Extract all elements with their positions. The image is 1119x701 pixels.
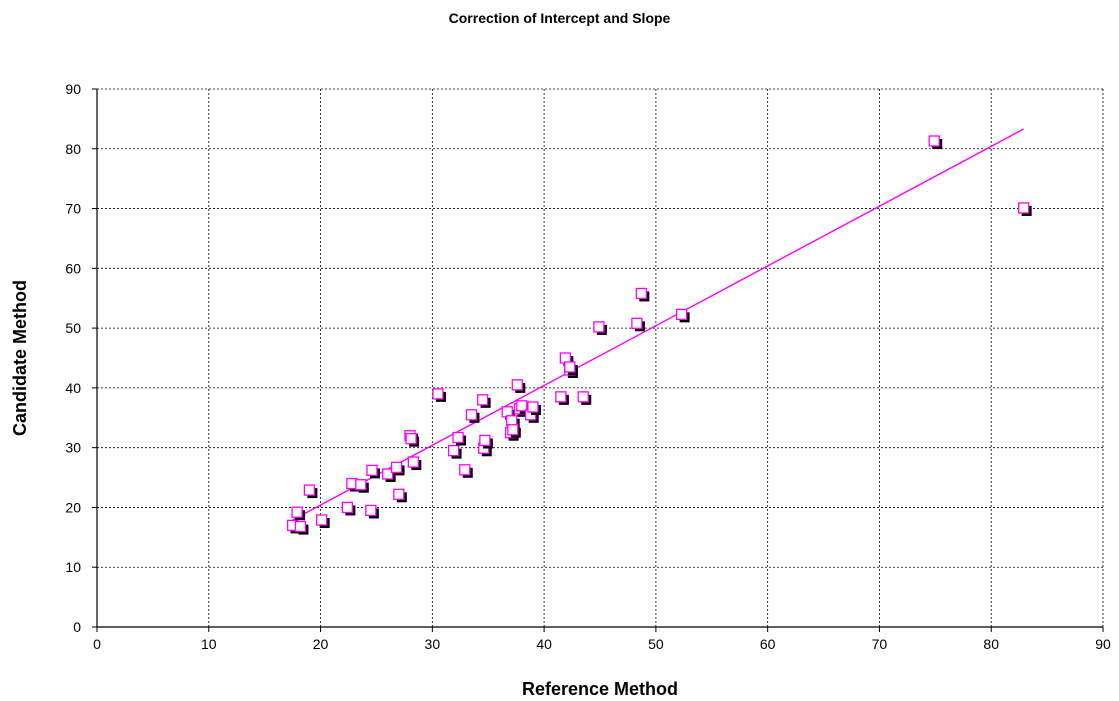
data-point-marker: [459, 464, 471, 476]
data-point-marker: [390, 461, 403, 474]
x-tick-label: 60: [760, 636, 776, 652]
data-point: [355, 479, 369, 493]
data-point: [555, 391, 569, 405]
data-point: [365, 504, 379, 519]
data-point: [316, 514, 330, 528]
data-point: [635, 287, 650, 302]
data-point: [447, 445, 462, 459]
data-point: [390, 461, 405, 476]
data-point: [577, 391, 592, 405]
data-point-marker: [355, 479, 367, 491]
data-point-marker: [564, 361, 576, 373]
data-point: [303, 484, 318, 499]
x-tick-label: 40: [536, 636, 552, 652]
data-point-marker: [465, 409, 478, 421]
data-point: [407, 456, 422, 471]
data-point-marker: [511, 379, 523, 391]
data-point: [527, 401, 541, 416]
data-point-marker: [381, 468, 394, 480]
x-tick-label: 90: [1095, 636, 1111, 652]
x-axis-title: Reference Method: [522, 679, 678, 699]
data-point-marker: [555, 391, 567, 403]
tick-labels: 0 10 20 30 40 50 60 70 80 90 0 10 20 30 40 50 60 70 80 90: [65, 81, 1111, 652]
data-point: [564, 361, 578, 375]
data-point-marker: [405, 433, 417, 445]
data-point-marker: [447, 445, 460, 457]
data-point-marker: [577, 391, 589, 403]
data-point: [432, 388, 446, 402]
data-point: [341, 501, 356, 516]
data-point: [465, 409, 480, 423]
data-point: [291, 506, 306, 521]
x-tick-label: 0: [93, 636, 101, 652]
data-point-marker: [507, 424, 519, 436]
data-point: [511, 379, 526, 393]
axes: [92, 88, 1104, 632]
gridlines: [97, 88, 1104, 627]
data-point-marker: [479, 434, 491, 447]
data-point: [1017, 202, 1032, 216]
data-point-marker: [294, 520, 307, 533]
data-points: [286, 135, 1032, 535]
data-point-marker: [593, 321, 605, 333]
x-tick-label: 10: [201, 636, 217, 652]
data-point-marker: [631, 317, 643, 329]
y-tick-label: 20: [65, 499, 81, 515]
data-point: [675, 308, 690, 323]
data-point: [631, 317, 645, 332]
data-point-marker: [1017, 202, 1030, 214]
data-point: [593, 321, 607, 335]
data-point-marker: [452, 431, 464, 444]
data-point: [516, 400, 530, 414]
data-point-marker: [341, 501, 354, 514]
data-point-marker: [432, 388, 444, 400]
y-tick-label: 90: [65, 81, 81, 97]
data-point-marker: [303, 484, 316, 496]
x-tick-label: 30: [425, 636, 441, 652]
data-point-marker: [407, 456, 419, 468]
data-point: [507, 424, 521, 438]
fit-line: [292, 128, 1024, 521]
x-tick-label: 20: [313, 636, 329, 652]
data-point-marker: [476, 394, 489, 406]
data-point-marker: [527, 401, 539, 413]
data-point-marker: [635, 287, 648, 300]
data-point: [476, 394, 491, 408]
fit-line-group: [292, 128, 1024, 521]
y-tick-label: 40: [65, 380, 81, 396]
data-point: [452, 431, 467, 446]
chart-title: Correction of Intercept and Slope: [448, 10, 671, 26]
data-point: [928, 135, 943, 150]
x-tick-label: 50: [648, 636, 664, 652]
x-tick-label: 80: [983, 636, 999, 652]
data-point-marker: [366, 464, 378, 477]
data-point: [405, 433, 420, 447]
data-point: [459, 464, 473, 478]
y-tick-label: 10: [65, 559, 81, 575]
y-tick-label: 70: [65, 201, 81, 217]
data-point: [479, 434, 493, 449]
y-axis-title: Candidate Method: [10, 280, 30, 436]
x-tick-label: 70: [872, 636, 888, 652]
data-point-marker: [365, 504, 377, 517]
data-point: [381, 468, 396, 482]
y-tick-label: 30: [65, 440, 81, 456]
data-point-marker: [516, 400, 528, 412]
data-point-marker: [675, 308, 688, 321]
y-tick-label: 60: [65, 260, 81, 276]
data-point: [393, 488, 407, 503]
data-point-marker: [393, 488, 405, 500]
y-tick-label: 0: [73, 619, 81, 635]
data-point: [294, 520, 309, 535]
y-tick-label: 50: [65, 320, 81, 336]
data-point-marker: [316, 514, 328, 526]
data-point-marker: [928, 135, 940, 147]
data-point: [366, 464, 380, 479]
data-point-marker: [291, 506, 303, 518]
y-tick-label: 80: [65, 141, 81, 157]
